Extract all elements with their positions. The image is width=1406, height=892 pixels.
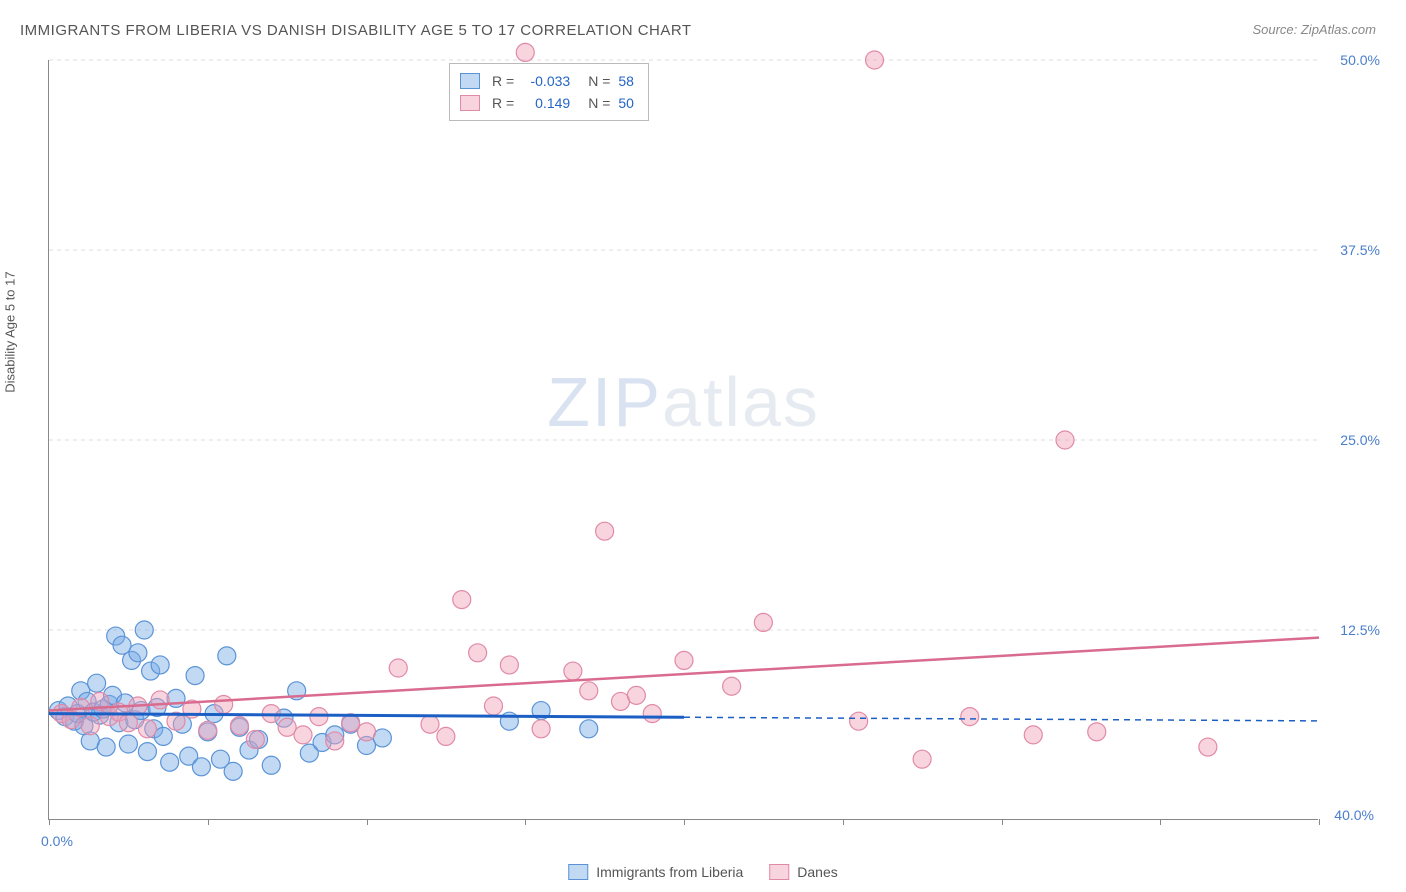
y-tick-label: 12.5% [1340,622,1380,638]
scatter-point [215,695,233,713]
trend-line-dashed [684,717,1319,721]
scatter-point [580,720,598,738]
scatter-point [278,718,296,736]
scatter-point [453,591,471,609]
scatter-point [358,723,376,741]
x-max-label: 40.0% [1334,807,1374,823]
scatter-point [1199,738,1217,756]
legend-bottom: Immigrants from Liberia Danes [568,864,838,880]
y-tick-label: 25.0% [1340,432,1380,448]
x-tick [684,819,685,825]
scatter-point [675,651,693,669]
scatter-point [192,758,210,776]
scatter-point [564,662,582,680]
scatter-point [500,656,518,674]
legend-label-2: Danes [797,864,837,880]
scatter-point [866,51,884,69]
scatter-point [161,753,179,771]
scatter-point [723,677,741,695]
scatter-point [135,621,153,639]
scatter-point [294,726,312,744]
scatter-point [151,656,169,674]
legend-item-series1: Immigrants from Liberia [568,864,743,880]
scatter-point [154,727,172,745]
scatter-point [326,732,344,750]
source-name: ZipAtlas.com [1301,22,1376,37]
chart-title: IMMIGRANTS FROM LIBERIA VS DANISH DISABI… [20,22,692,39]
scatter-point [138,743,156,761]
scatter-point [913,750,931,768]
x-tick [208,819,209,825]
scatter-point [88,674,106,692]
legend-swatch-blue [568,864,588,880]
scatter-point [129,644,147,662]
scatter-point [469,644,487,662]
scatter-point [138,720,156,738]
y-tick-label: 37.5% [1340,242,1380,258]
scatter-point [596,522,614,540]
trend-line [49,638,1319,711]
scatter-point [262,756,280,774]
scatter-point [532,720,550,738]
scatter-point [151,691,169,709]
scatter-point [643,705,661,723]
scatter-point [1088,723,1106,741]
scatter-point [97,738,115,756]
scatter-point [1024,726,1042,744]
scatter-point [485,697,503,715]
scatter-point [186,667,204,685]
scatter-point [1056,431,1074,449]
legend-swatch-pink [769,864,789,880]
plot-area: ZIPatlas R = -0.033 N = 58 R = 0.149 N =… [48,60,1318,820]
x-origin-label: 0.0% [41,833,73,849]
source-prefix: Source: [1252,22,1300,37]
scatter-point [81,717,99,735]
scatter-point [421,715,439,733]
scatter-point [119,735,137,753]
scatter-point [246,730,264,748]
y-tick-label: 50.0% [1340,52,1380,68]
legend-label-1: Immigrants from Liberia [596,864,743,880]
legend-item-series2: Danes [769,864,837,880]
x-tick [1319,819,1320,825]
scatter-point [516,43,534,61]
scatter-point [850,712,868,730]
scatter-point [224,762,242,780]
scatter-point [389,659,407,677]
x-tick [525,819,526,825]
scatter-point [754,613,772,631]
x-tick [1002,819,1003,825]
plot-svg [49,60,1318,819]
x-tick [49,819,50,825]
x-tick [1160,819,1161,825]
scatter-point [627,686,645,704]
x-tick [367,819,368,825]
scatter-point [119,714,137,732]
scatter-point [580,682,598,700]
scatter-point [218,647,236,665]
scatter-point [231,717,249,735]
x-tick [843,819,844,825]
scatter-point [437,727,455,745]
y-axis-label: Disability Age 5 to 17 [3,271,18,392]
source-label: Source: ZipAtlas.com [1252,22,1376,37]
scatter-point [199,721,217,739]
scatter-point [961,708,979,726]
